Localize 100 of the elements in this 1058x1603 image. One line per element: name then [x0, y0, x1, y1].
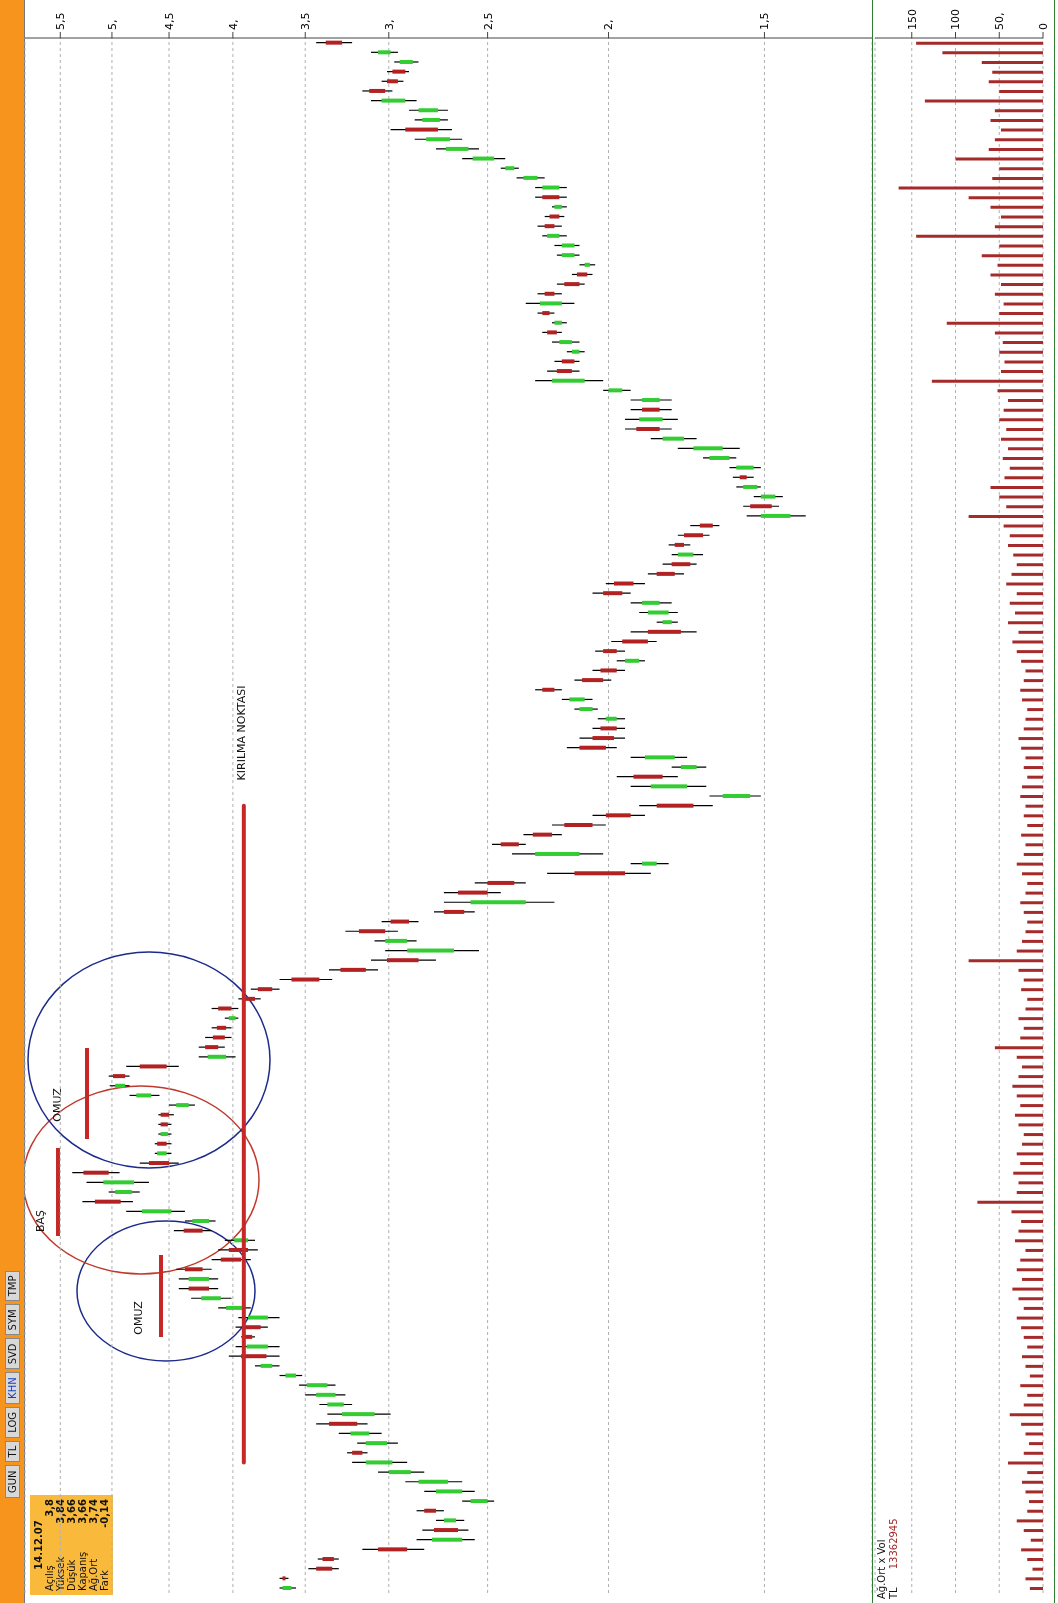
x-tick-label: 5,5 — [54, 12, 68, 30]
annotation: Açılış — [44, 1565, 55, 1591]
bar — [994, 225, 1043, 229]
annotation: 3,84 — [55, 1499, 66, 1524]
bar — [1015, 611, 1043, 615]
x-tick-label: 2,5 — [481, 12, 495, 30]
bar — [981, 60, 1043, 64]
bar — [994, 138, 1043, 142]
bar — [990, 118, 1043, 122]
bar — [1020, 688, 1043, 692]
bar — [1006, 427, 1043, 431]
bar — [1025, 930, 1043, 934]
bar — [931, 379, 1043, 383]
bar — [994, 1046, 1043, 1050]
bar — [1002, 456, 1043, 460]
bar — [1023, 766, 1043, 770]
bar — [1029, 1442, 1043, 1446]
bar — [968, 959, 1043, 963]
bar — [990, 273, 1043, 277]
bar — [1029, 1500, 1043, 1504]
bar — [988, 80, 1043, 84]
bar — [1022, 1277, 1043, 1281]
bar — [1027, 1393, 1043, 1397]
bar — [1003, 524, 1043, 528]
bar — [999, 244, 1043, 248]
bar — [1027, 997, 1043, 1001]
bar — [1008, 621, 1043, 625]
bar — [968, 514, 1043, 518]
bar — [1009, 466, 1043, 470]
bar — [1023, 1403, 1043, 1407]
bar — [1022, 1142, 1043, 1146]
bar — [1006, 582, 1043, 586]
bar — [1016, 1094, 1043, 1098]
bar — [1027, 1345, 1043, 1349]
bar — [1020, 1036, 1043, 1040]
annotation: TL — [888, 1587, 900, 1599]
bar — [1021, 746, 1043, 750]
bar — [1002, 341, 1043, 345]
annotation: Düşük — [66, 1559, 77, 1591]
bar — [1018, 968, 1043, 972]
x-tick-label: 3, — [382, 19, 396, 30]
bar — [1027, 1558, 1043, 1562]
bar — [997, 389, 1043, 393]
annotation: 3,8 — [44, 1499, 55, 1517]
bar — [1020, 1258, 1043, 1262]
bar — [1021, 1326, 1043, 1330]
bar — [1016, 563, 1043, 567]
bar — [1021, 659, 1043, 663]
bar — [1021, 1548, 1043, 1552]
bar — [1027, 775, 1043, 779]
bar — [1009, 534, 1043, 538]
bar — [1004, 476, 1043, 480]
bar — [1021, 833, 1043, 837]
bar — [1016, 862, 1043, 866]
bar — [990, 205, 1043, 209]
bar — [898, 186, 1043, 190]
annotation: 3,66 — [66, 1499, 77, 1524]
annotation: BAŞ — [33, 1209, 47, 1233]
bar — [1022, 939, 1043, 943]
bar — [1025, 804, 1043, 808]
x-tick-label: 4, — [226, 19, 240, 30]
bar — [1008, 399, 1043, 403]
bar — [1029, 1374, 1043, 1378]
bar — [1008, 543, 1043, 547]
bar — [1025, 1490, 1043, 1494]
bar — [1018, 1017, 1043, 1021]
text: SVD — [4, 1338, 20, 1370]
bar — [988, 147, 1043, 151]
text: TL — [4, 1440, 20, 1463]
bar — [1016, 1268, 1043, 1272]
bar — [1012, 1287, 1043, 1291]
bar — [1016, 592, 1043, 596]
bar — [1030, 1538, 1043, 1542]
x-tick-label: 0 — [1036, 23, 1050, 30]
bar — [992, 176, 1043, 180]
x-tick-label: 4,5 — [162, 12, 176, 30]
bar — [1013, 553, 1043, 557]
bar — [924, 99, 1043, 103]
bar — [1004, 360, 1043, 364]
text: KHN — [4, 1372, 20, 1404]
bar — [1023, 814, 1043, 818]
annotation: OMUZ — [50, 1088, 64, 1122]
bar — [1018, 1075, 1043, 1079]
annotation: Kapanış — [77, 1551, 88, 1591]
bar — [977, 1200, 1043, 1204]
bar — [992, 70, 1043, 74]
bar — [990, 485, 1043, 489]
bar — [1001, 283, 1043, 287]
bar — [1022, 785, 1043, 789]
bar — [994, 331, 1043, 335]
bar — [1018, 1229, 1043, 1233]
x-tick-label: 150 — [905, 9, 919, 30]
annotation: -0,14 — [99, 1499, 110, 1528]
bar — [1015, 1239, 1043, 1243]
bar — [1025, 1432, 1043, 1436]
bar — [1022, 872, 1043, 876]
bar — [1022, 1065, 1043, 1069]
bar — [1027, 881, 1043, 885]
annotation: OMUZ — [131, 1301, 145, 1335]
bar — [1025, 1248, 1043, 1252]
